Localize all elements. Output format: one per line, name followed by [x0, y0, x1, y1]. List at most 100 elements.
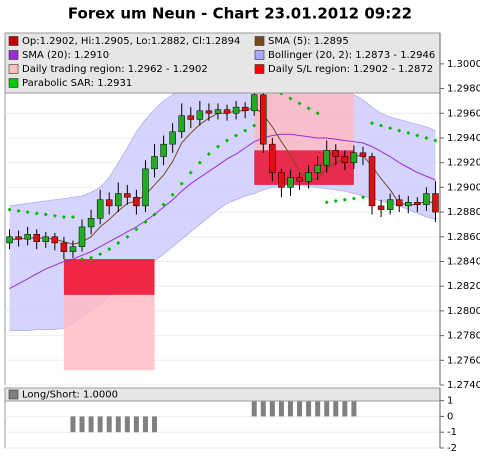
sar-dot — [324, 200, 329, 205]
candle-body — [51, 236, 59, 244]
y-tick-label: 1.2820 — [447, 281, 480, 292]
legend-label: Daily S/L region: 1.2902 - 1.2872 — [268, 64, 433, 75]
candle-body — [115, 193, 122, 207]
sar-dot — [98, 252, 103, 257]
candle-body — [133, 197, 140, 207]
candle-body — [15, 236, 22, 240]
sar-dot — [43, 212, 48, 217]
candle-body — [377, 205, 385, 210]
y-tick-label: 0 — [447, 411, 453, 422]
long-short-bar — [333, 400, 339, 417]
y-tick-label: 1.3000 — [447, 59, 480, 70]
candle-body — [269, 143, 276, 173]
sar-dot — [206, 152, 211, 157]
legend-swatch — [8, 78, 19, 88]
candle-body — [395, 199, 403, 207]
chart-title: Forex um Neun - Chart 23.01.2012 09:22 — [68, 5, 412, 23]
sar-dot — [379, 123, 384, 128]
candle-body — [350, 152, 358, 163]
sar-dot — [351, 196, 356, 201]
candle-body — [341, 156, 349, 163]
y-tick-label: 1.2940 — [447, 133, 480, 144]
sar-dot — [333, 198, 338, 203]
candle-body — [142, 168, 149, 207]
candle-body — [24, 234, 31, 240]
sar-dot — [288, 96, 293, 101]
y-tick-label: 1.2960 — [447, 108, 480, 119]
candle-body — [69, 246, 77, 252]
sar-dot — [134, 227, 139, 232]
legend-label: Daily trading region: 1.2962 - 1.2902 — [22, 64, 208, 75]
candle-body — [205, 110, 213, 114]
sar-dot — [52, 213, 57, 218]
y-tick-label: 1.2780 — [447, 331, 480, 342]
sar-dot — [397, 128, 402, 133]
y-tick-label: 1.2980 — [447, 84, 480, 95]
candle-body — [278, 172, 285, 188]
legend-label: SMA (20): 1.2910 — [22, 50, 109, 61]
long-short-bar — [251, 400, 257, 417]
sar-dot — [297, 101, 302, 106]
long-short-bar — [97, 416, 103, 433]
candle-body — [187, 115, 195, 120]
candle-body — [151, 156, 158, 170]
candle-body — [305, 172, 312, 182]
sar-dot — [16, 208, 21, 213]
candle-body — [169, 131, 176, 145]
candle-body — [386, 199, 394, 210]
y-tick-label: 1 — [447, 396, 453, 407]
candle-body — [314, 164, 321, 173]
sma20-line — [9, 133, 436, 290]
legend-swatch — [8, 36, 19, 46]
sar-dot — [406, 131, 411, 136]
legend-box — [4, 32, 441, 94]
long-short-bar — [142, 416, 148, 433]
sl-region — [63, 259, 155, 295]
legend-label: Parabolic SAR: 1.2931 — [22, 78, 132, 89]
long-short-bar — [106, 416, 112, 433]
sar-dot — [61, 215, 66, 220]
sar-dot — [388, 126, 393, 131]
candle-body — [323, 150, 330, 166]
long-short-bar — [297, 400, 303, 417]
candle-body — [87, 218, 95, 228]
y-tick-label: 1.2840 — [447, 256, 480, 267]
long-short-bar — [124, 416, 130, 433]
candle-body — [423, 193, 430, 205]
sar-dot — [433, 138, 438, 143]
candle-body — [414, 201, 421, 205]
sar-dot — [197, 160, 202, 165]
long-short-bar — [133, 416, 139, 433]
sar-dot — [125, 234, 130, 239]
candle-body — [214, 109, 222, 114]
candle-body — [232, 106, 240, 114]
sar-dot — [179, 181, 184, 186]
legend-label: Op:1.2902, Hi:1.2905, Lo:1.2882, Cl:1.28… — [22, 36, 240, 47]
candle-body — [332, 150, 340, 157]
long-short-bar — [260, 400, 266, 417]
sar-dot — [152, 212, 157, 217]
sar-dot — [215, 144, 220, 149]
sar-dot — [252, 123, 257, 128]
candle-body — [96, 199, 104, 219]
legend-swatch — [8, 64, 19, 74]
legend-swatch — [8, 389, 19, 400]
sar-dot — [415, 133, 420, 138]
legend-swatch — [254, 50, 265, 60]
long-short-bar — [79, 416, 85, 433]
long-short-bar — [287, 400, 293, 417]
candle-body — [359, 152, 367, 157]
sar-dot — [34, 211, 39, 216]
candle-body — [124, 193, 131, 198]
candle-body — [432, 193, 439, 213]
long-short-bar — [115, 416, 121, 433]
candle-body — [223, 109, 231, 114]
legend-label: Long/Short: 1.0000 — [22, 390, 118, 401]
candle-body — [6, 236, 13, 244]
long-short-bar — [88, 416, 94, 433]
long-short-bar — [315, 400, 321, 417]
sar-dot — [25, 210, 30, 215]
sar-dot — [360, 195, 365, 200]
candle-body — [60, 242, 68, 252]
